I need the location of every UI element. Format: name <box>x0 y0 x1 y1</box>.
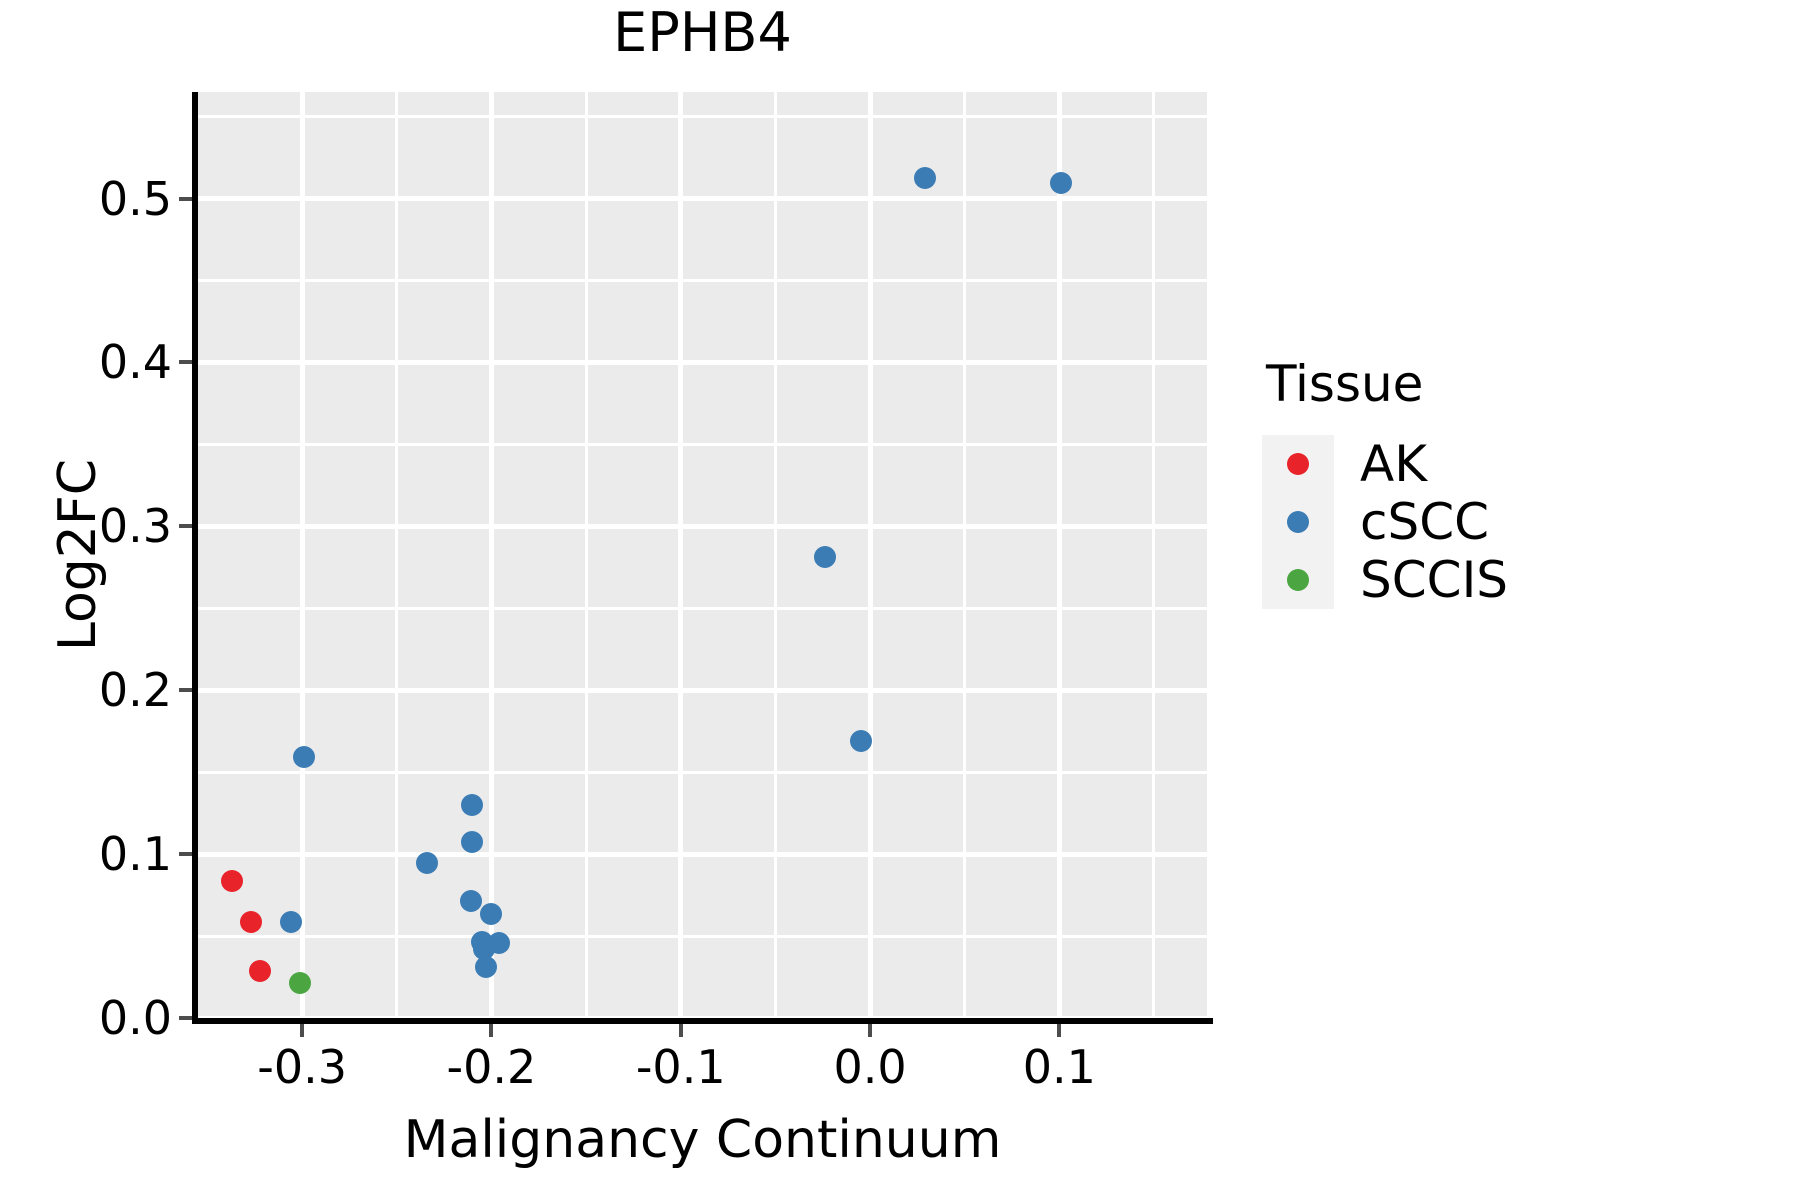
data-point-cscc <box>813 545 836 568</box>
legend-item-label: cSCC <box>1360 493 1490 551</box>
x-axis-tick-label: -0.1 <box>635 1040 726 1094</box>
gridline-minor-horizontal <box>198 115 1207 119</box>
legend-dot-icon <box>1287 569 1309 591</box>
gridline-major-horizontal <box>198 359 1207 365</box>
data-point-cscc <box>474 956 497 979</box>
y-axis-tick <box>179 1016 192 1020</box>
data-point-ak <box>249 960 272 983</box>
gridline-minor-horizontal <box>198 934 1207 938</box>
x-axis-label: Malignancy Continuum <box>403 1110 1002 1170</box>
legend: Tissue AK cSCC SCCIS <box>1262 355 1508 609</box>
gridline-minor-vertical <box>963 92 967 1018</box>
data-point-cscc <box>293 746 315 769</box>
gridline-major-vertical <box>867 92 873 1018</box>
data-point-cscc <box>459 889 482 912</box>
data-point-cscc <box>416 852 439 875</box>
page-title: EPHB4 <box>613 1 792 64</box>
x-axis-line <box>192 1018 1213 1024</box>
data-point-cscc <box>480 902 503 925</box>
gridline-minor-horizontal <box>198 442 1207 446</box>
gridline-minor-vertical <box>773 92 777 1018</box>
y-axis-tick-label: 0.3 <box>98 499 172 554</box>
gridline-major-vertical <box>299 92 305 1018</box>
legend-dot-icon <box>1287 453 1309 475</box>
legend-key-swatch <box>1262 435 1334 493</box>
gridline-minor-horizontal <box>198 606 1207 610</box>
x-axis-tick <box>300 1024 305 1037</box>
x-axis-tick-label: -0.3 <box>257 1040 347 1094</box>
data-point-cscc <box>472 938 495 961</box>
x-axis-tick-label: 0.1 <box>1022 1040 1096 1094</box>
y-axis-tick-label: 0.0 <box>98 991 172 1045</box>
data-point-cscc <box>461 830 484 853</box>
y-axis-tick <box>179 196 192 201</box>
legend-key-swatch <box>1262 551 1334 609</box>
gridline-major-horizontal <box>198 687 1207 693</box>
y-axis-tick <box>179 360 192 365</box>
x-axis-tick-label: -0.2 <box>446 1040 537 1094</box>
y-axis-tick-label: 0.4 <box>98 335 172 390</box>
data-point-ak <box>240 911 262 934</box>
data-point-ak <box>221 870 244 893</box>
y-axis-tick <box>179 852 192 857</box>
data-point-cscc <box>1050 171 1073 194</box>
x-axis-tick <box>678 1024 683 1037</box>
legend-title: Tissue <box>1266 355 1424 413</box>
gridline-minor-vertical <box>395 92 399 1018</box>
data-point-cscc <box>849 730 872 753</box>
y-axis-tick-label: 0.2 <box>98 663 172 718</box>
legend-items: AK cSCC SCCIS <box>1262 435 1508 609</box>
y-axis-tick <box>179 688 192 693</box>
legend-item-label: AK <box>1360 435 1427 493</box>
gridline-minor-vertical <box>584 92 588 1018</box>
data-point-cscc <box>913 167 936 190</box>
gridline-major-vertical <box>1056 92 1062 1018</box>
y-axis-tick-label: 0.5 <box>98 171 172 226</box>
legend-item-label: SCCIS <box>1360 551 1509 609</box>
gridline-minor-horizontal <box>198 278 1207 282</box>
legend-item-sccis[interactable]: SCCIS <box>1262 551 1508 609</box>
x-axis-tick <box>868 1024 873 1037</box>
gridline-major-horizontal <box>198 1015 1207 1018</box>
gridline-major-vertical <box>678 92 684 1018</box>
plot-panel <box>198 92 1207 1018</box>
gridline-major-vertical <box>488 92 494 1018</box>
x-axis-tick <box>489 1024 494 1037</box>
legend-item-ak[interactable]: AK <box>1262 435 1508 493</box>
x-axis-tick <box>1057 1024 1062 1037</box>
data-point-sccis <box>289 971 312 994</box>
x-axis-tick-label: 0.0 <box>833 1040 907 1094</box>
gridline-minor-horizontal <box>198 770 1207 774</box>
data-point-cscc <box>461 793 484 816</box>
legend-key-swatch <box>1262 493 1334 551</box>
y-axis-tick <box>179 524 192 529</box>
gridline-major-horizontal <box>198 196 1207 202</box>
y-axis-line <box>192 92 198 1024</box>
gridline-major-horizontal <box>198 523 1207 529</box>
y-axis-tick-label: 0.1 <box>98 827 172 882</box>
gridline-major-horizontal <box>198 851 1207 857</box>
gridline-minor-vertical <box>1152 92 1156 1018</box>
legend-item-cscc[interactable]: cSCC <box>1262 493 1508 551</box>
data-point-cscc <box>279 911 302 934</box>
legend-dot-icon <box>1287 511 1309 533</box>
